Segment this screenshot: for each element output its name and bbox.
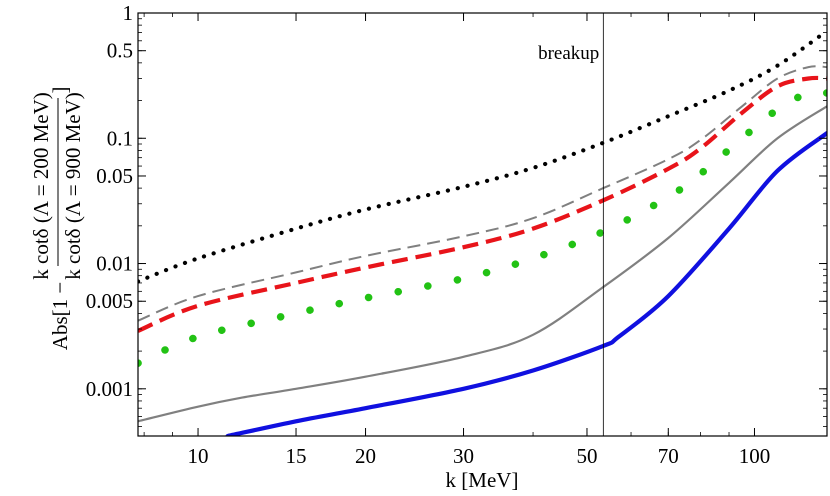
series-black-dotted <box>138 28 827 284</box>
series-blue-solid <box>225 131 827 436</box>
y-axis-label-prefix: Abs[1 − <box>48 282 72 350</box>
x-tick-label: 50 <box>576 444 597 468</box>
y-tick-label: 0.005 <box>86 289 133 313</box>
x-tick-labels: 10 15 20 30 50 70 100 <box>188 444 771 468</box>
y-axis-label-denominator: k cotδ (Λ = 900 MeV) <box>61 92 85 279</box>
y-axis-label: Abs[1 − k cotδ (Λ = 200 MeV) k cotδ (Λ =… <box>29 87 85 351</box>
x-tick-label: 100 <box>739 444 771 468</box>
y-tick-label: 0.5 <box>107 39 133 63</box>
breakup-label: breakup <box>538 43 599 64</box>
y-tick-label: 0.001 <box>86 377 133 401</box>
y-tick-label: 0.1 <box>107 126 133 150</box>
x-tick-label: 20 <box>355 444 376 468</box>
y-axis-label-suffix: ] <box>48 87 72 94</box>
series-gray-solid <box>138 105 827 423</box>
axes-layer <box>138 12 827 436</box>
y-tick-label: 0.01 <box>96 252 133 276</box>
x-tick-label: 15 <box>286 444 307 468</box>
series-green-dotted <box>138 88 827 367</box>
series-red-dashed <box>138 75 827 333</box>
x-tick-label: 30 <box>453 444 474 468</box>
y-tick-label: 1 <box>123 1 134 25</box>
x-tick-label: 70 <box>658 444 679 468</box>
plot-frame <box>137 12 828 437</box>
series-layer <box>138 28 827 436</box>
y-tick-labels: 0.001 0.005 0.01 0.05 0.1 0.5 1 <box>86 1 133 401</box>
y-tick-label: 0.05 <box>96 164 133 188</box>
y-axis-label-numerator: k cotδ (Λ = 200 MeV) <box>29 92 53 279</box>
series-gray-dashed <box>138 65 827 322</box>
x-axis-label: k [MeV] <box>446 468 519 492</box>
x-tick-label: 10 <box>188 444 209 468</box>
